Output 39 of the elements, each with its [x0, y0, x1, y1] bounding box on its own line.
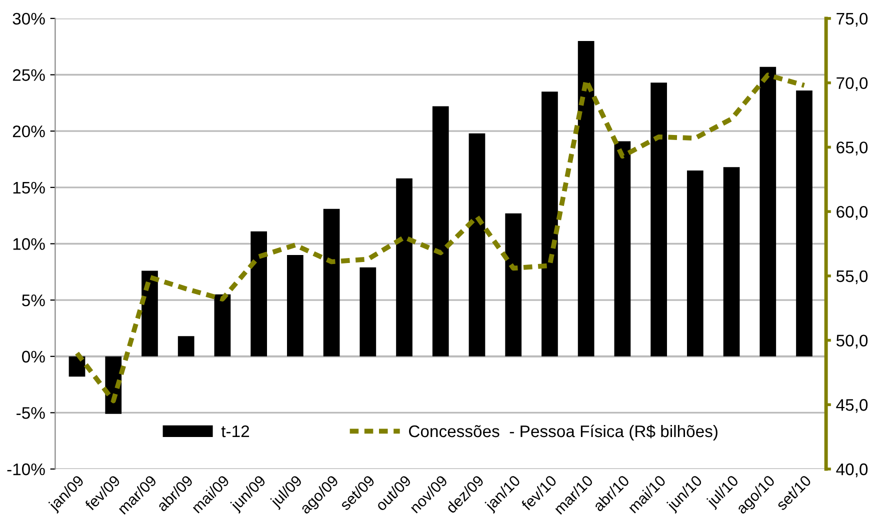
bar — [323, 208, 340, 356]
bar — [396, 178, 412, 356]
bar — [614, 141, 631, 356]
y2-tick-label: 55,0 — [836, 270, 868, 284]
bar — [178, 336, 194, 356]
bar — [468, 133, 486, 356]
line-series — [74, 72, 807, 404]
y-tick-label: 15% — [13, 182, 45, 194]
y-tick-label: 0% — [22, 350, 45, 363]
bar — [432, 106, 449, 356]
bar — [542, 92, 558, 356]
bar — [214, 294, 231, 356]
y-tick-label: -10% — [7, 463, 45, 476]
y2-tick-label: 65,0 — [836, 142, 868, 156]
y-tick-label: 30% — [12, 12, 45, 25]
bar — [142, 270, 158, 356]
y2-tick-label: 40,0 — [836, 463, 868, 478]
bar — [796, 90, 812, 356]
y2-tick-label: 70,0 — [836, 77, 868, 91]
y2-tick-label: 75,0 — [836, 12, 868, 27]
y2-tick-label: 45,0 — [836, 399, 868, 413]
bar — [723, 167, 740, 356]
y-tick-label: 20% — [12, 125, 45, 138]
bar — [250, 231, 267, 356]
bar — [505, 213, 522, 356]
legend-label: t-12 — [221, 425, 250, 438]
bar — [760, 66, 776, 356]
bar — [286, 255, 304, 356]
y-tick-label: -5% — [16, 407, 45, 419]
y2-tick-label: 50,0 — [836, 334, 868, 348]
y2-tick-label: 60,0 — [836, 206, 868, 220]
y-tick-label: 5% — [22, 294, 45, 306]
bar — [578, 40, 594, 356]
y-tick-label: 25% — [12, 69, 45, 81]
y-tick-label: 10% — [13, 238, 45, 250]
bar — [686, 170, 704, 356]
legend-label: Concessões - Pessoa Física (R$ bilhões) — [409, 424, 718, 441]
bar — [650, 82, 667, 356]
bar — [360, 267, 376, 356]
